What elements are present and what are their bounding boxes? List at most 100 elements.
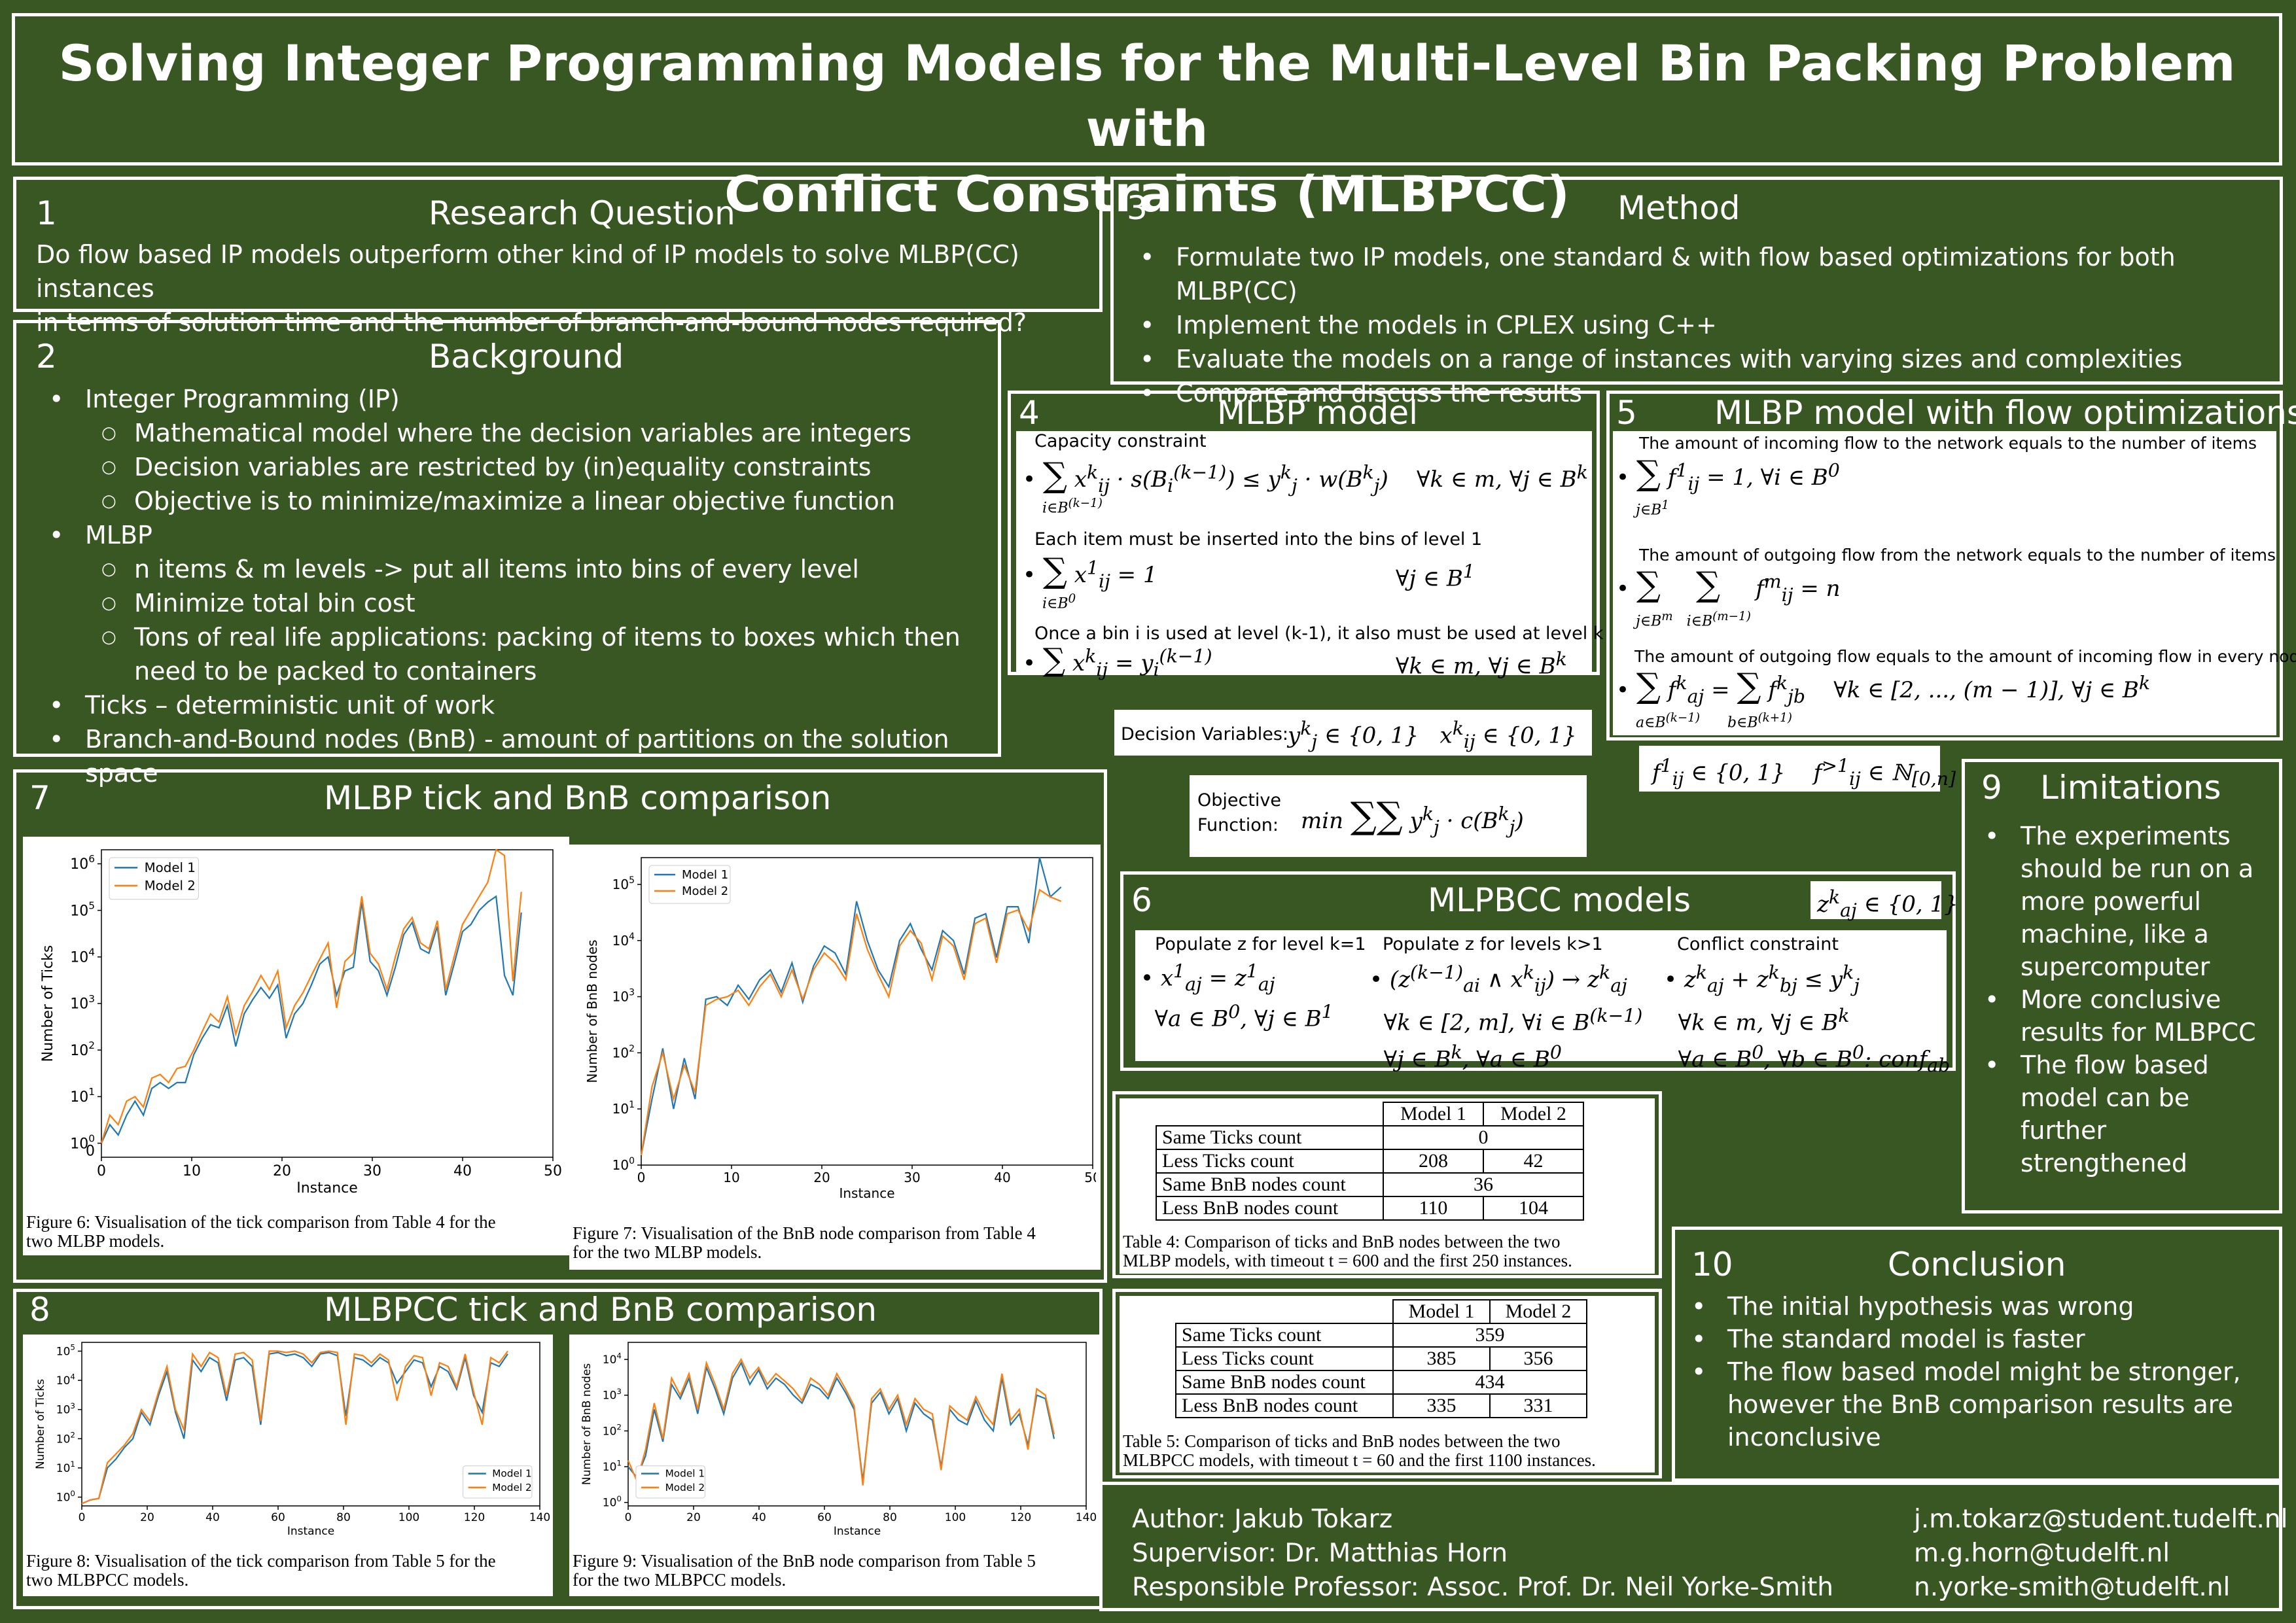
section-heading: Research Question <box>429 194 735 232</box>
table-4-panel: Model 1 Model 2 Same Ticks count 0 Less … <box>1120 1098 1655 1274</box>
y-tick-label: 104 <box>612 932 635 949</box>
y-tick-label: 103 <box>603 1387 622 1403</box>
x-tick-label: 0 <box>637 1170 646 1185</box>
title-banner: Solving Integer Programming Models for t… <box>12 13 2282 223</box>
figure-7-caption: Figure 7: Visualisation of the BnB node … <box>573 1223 1036 1262</box>
x-tick-label: 40 <box>453 1163 472 1179</box>
list-item: Mathematical model where the decision va… <box>36 416 998 450</box>
table-row: Same BnB nodes count 434 <box>1175 1370 1587 1395</box>
decision-variables-label: Decision Variables: <box>1121 724 1289 744</box>
section-heading: MLBPCC tick and BnB comparison <box>324 1291 877 1329</box>
x-tick-label: 100 <box>398 1511 419 1524</box>
y-tick-label: 103 <box>70 993 95 1013</box>
series-line-1 <box>640 857 1062 1156</box>
x-tick-label: 10 <box>723 1170 739 1185</box>
incoming-flow-formula: • ∑ f1ij = 1, ∀i ∈ B0 j∈B1 <box>1616 454 1840 519</box>
x-tick-label: 100 <box>945 1511 966 1524</box>
series-line-2 <box>81 1350 508 1505</box>
list-item: Integer Programming (IP) <box>36 382 998 416</box>
y-tick-label: 105 <box>56 1343 75 1359</box>
decision-variables-formula: ykj ∈ {0, 1} xkij ∈ {0, 1} <box>1288 718 1577 753</box>
list-item: More conclusive results for MLBPCC <box>1971 983 2279 1049</box>
list-item: Implement the models in CPLEX using C++ <box>1127 308 2280 342</box>
section-heading: MLBP tick and BnB comparison <box>324 779 832 817</box>
table-5-box: Model 1 Model 2 Same Ticks count 359 Les… <box>1112 1289 1662 1478</box>
table-5-panel: Model 1 Model 2 Same Ticks count 359 Les… <box>1120 1296 1655 1473</box>
list-item-continuation: however the BnB comparison results are <box>1727 1390 2233 1419</box>
figure-9-panel: 0 20 40 60 80 100 120 140 100 101 102 103 104 Instanc… <box>569 1335 1099 1596</box>
list-item: Formulate two IP models, one standard & … <box>1127 240 2280 308</box>
y-tick-label: 104 <box>70 947 95 966</box>
series-line-1 <box>100 895 522 1144</box>
list-item: MLBP <box>36 518 998 552</box>
each-item-formula: • ∑ x1ij = 1 ∀j ∈ B1 i∈B0 <box>1023 551 1475 612</box>
section-number: 1 <box>36 194 57 232</box>
list-item: n items & m levels -> put all items into… <box>36 552 998 586</box>
supervisor-email-link[interactable]: m.g.horn@tudelft.nl <box>1914 1539 2170 1568</box>
list-item: Tons of real life applications: packing … <box>36 620 998 654</box>
table-header: Model 2 <box>1489 1299 1587 1324</box>
x-tick-label: 50 <box>1084 1170 1096 1185</box>
section-number: 3 <box>1127 189 1148 227</box>
table-4: Model 1 Model 2 Same Ticks count 0 Less … <box>1156 1102 1584 1221</box>
y-tick-label: 106 <box>70 853 95 873</box>
section-number: 7 <box>29 779 50 817</box>
author-email-link[interactable]: j.m.tokarz@student.tudelft.nl <box>1914 1505 2288 1534</box>
legend-label: Model 1 <box>492 1468 532 1480</box>
section-heading: Method <box>1617 189 1740 227</box>
legend-label: Model 1 <box>682 868 728 882</box>
populate-z-k1-formula: • x1aj = z1aj ∀a ∈ B0, ∀j ∈ B1 <box>1140 960 1333 1032</box>
figure-8-panel: 0 20 40 60 80 100 120 140 100 101 102 103 104 105 Inst… <box>23 1335 553 1596</box>
list-item-continuation: inconclusive <box>1727 1423 1881 1452</box>
outgoing-flow-label: The amount of outgoing flow from the net… <box>1639 546 2276 565</box>
x-tick-label: 40 <box>994 1170 1010 1185</box>
figure-6-chart: 0 10 20 30 40 50 100 101 102 103 104 105 106 0 Instanc… <box>40 848 562 1196</box>
populate-z-k-label: Populate z for levels k>1 <box>1383 934 1603 954</box>
table-row: Same Ticks count 359 <box>1175 1323 1587 1348</box>
table-row: Less BnB nodes count 335 331 <box>1175 1393 1587 1418</box>
figure-7-panel: 0 10 20 30 40 50 100 101 102 103 104 105 Instance Num… <box>569 845 1101 1270</box>
author: Author: Jakub Tokarz <box>1132 1505 1393 1534</box>
x-tick-label: 20 <box>686 1511 701 1524</box>
outgoing-flow-formula: • ∑ ∑ fmij = n j∈Bm i∈B(m−1) <box>1616 565 1841 630</box>
y-tick-label: 102 <box>612 1043 635 1060</box>
y-tick-label: 105 <box>612 875 635 892</box>
supervisor: Supervisor: Dr. Matthias Horn <box>1132 1539 1508 1568</box>
y-axis-label: Number of Ticks <box>40 945 56 1062</box>
y-tick-label: 101 <box>70 1086 95 1106</box>
author-names: Author: Jakub Tokarz Supervisor: Dr. Mat… <box>1132 1503 1833 1605</box>
populate-z-k1-label: Populate z for level k=1 <box>1155 934 1366 954</box>
y-tick-label: 101 <box>603 1458 622 1474</box>
list-item-continuation: need to be packed to containers <box>134 657 537 686</box>
z-domain-badge: zkaj ∈ {0, 1} <box>1810 881 1958 921</box>
section-number: 9 <box>1981 769 2002 807</box>
decision-variables-box: Decision Variables: ykj ∈ {0, 1} xkij ∈ … <box>1111 707 1595 759</box>
conclusion-list: The initial hypothesis was wrong The sta… <box>1678 1290 2241 1454</box>
y-tick-label: 100 <box>56 1489 75 1505</box>
series-line-1 <box>627 1361 1055 1481</box>
y-tick-label: 103 <box>56 1401 75 1417</box>
figure-9-caption: Figure 9: Visualisation of the BnB node … <box>573 1551 1036 1590</box>
table-row: Less Ticks count 385 356 <box>1175 1346 1587 1371</box>
plot-frame <box>641 857 1093 1166</box>
table-header: Model 2 <box>1483 1102 1584 1126</box>
capacity-label: Capacity constraint <box>1034 431 1207 451</box>
capacity-formula: • ∑ xkij · s(Bi(k−1)) ≤ ykj · w(Bkj) ∀k … <box>1023 456 1588 517</box>
table-header: Model 1 <box>1383 1102 1484 1126</box>
plot-frame <box>627 1342 1087 1507</box>
x-tick-label: 0 <box>79 1511 86 1524</box>
mlbp-model-section: 4 MLBP model Capacity constraint • ∑ xki… <box>1008 391 1603 680</box>
legend-label: Model 1 <box>145 860 196 875</box>
x-axis-label: Instance <box>834 1525 881 1538</box>
x-tick-label: 20 <box>273 1163 291 1179</box>
list-item: The flow based model can be further stre… <box>1971 1049 2279 1179</box>
objective-box: Objective Function: min ∑∑ ykj · c(Bkj) <box>1186 772 1590 860</box>
professor-email-link[interactable]: n.yorke-smith@tudelft.nl <box>1914 1573 2231 1602</box>
y-tick-label: 101 <box>612 1100 635 1117</box>
y-axis-label: Number of BnB nodes <box>580 1363 593 1485</box>
x-tick-label: 60 <box>271 1511 285 1524</box>
x-axis-label: Instance <box>287 1525 334 1538</box>
y-tick-label: 100 <box>603 1494 622 1510</box>
list-item: The flow based model might be stronger, <box>1678 1355 2241 1388</box>
series-line-1 <box>81 1352 508 1505</box>
